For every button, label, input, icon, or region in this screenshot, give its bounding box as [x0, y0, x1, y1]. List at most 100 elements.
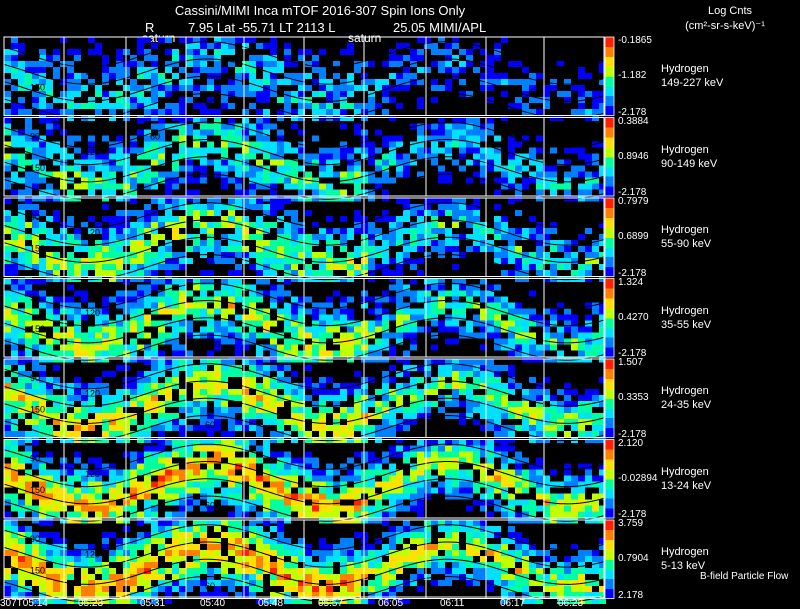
heatmap-cell — [459, 326, 466, 333]
heatmap-cell — [88, 103, 95, 109]
colorbar-segment — [605, 127, 614, 129]
heatmap-cell — [543, 407, 550, 413]
heatmap-cell — [137, 228, 144, 234]
heatmap-cell — [515, 338, 522, 345]
heatmap-cell — [333, 413, 340, 419]
heatmap-cell — [109, 475, 116, 482]
heatmap-cell — [578, 246, 585, 252]
heatmap-cell — [242, 147, 249, 154]
heatmap-cell — [151, 487, 158, 494]
colorbar-segment — [605, 347, 614, 349]
heatmap-cell — [95, 240, 102, 246]
heatmap-cell — [424, 284, 431, 291]
heatmap-cell — [494, 308, 501, 315]
heatmap-cell — [95, 475, 102, 482]
heatmap-cell — [228, 216, 235, 222]
heatmap-cell — [417, 141, 424, 148]
heatmap-cell — [39, 296, 46, 303]
heatmap-cell — [396, 135, 403, 142]
heatmap-cell — [88, 37, 95, 43]
heatmap-cell — [179, 350, 186, 357]
heatmap-cell — [354, 123, 361, 130]
heatmap-cell — [116, 320, 123, 327]
heatmap-cell — [95, 407, 102, 413]
heatmap-cell — [473, 419, 480, 425]
colorbar-segment — [605, 342, 614, 344]
heatmap-cell — [424, 302, 431, 309]
heatmap-cell — [585, 419, 592, 425]
colorbar-segment — [605, 419, 614, 421]
heatmap-cell — [564, 493, 571, 500]
heatmap-cell — [151, 419, 158, 425]
colorbar-segment — [605, 167, 614, 169]
heatmap-cell — [116, 240, 123, 246]
heatmap-cell — [354, 407, 361, 413]
heatmap-cell — [263, 165, 270, 172]
heatmap-cell — [571, 332, 578, 339]
heatmap-cell — [508, 228, 515, 234]
heatmap-cell — [291, 419, 298, 425]
heatmap-cell — [564, 246, 571, 252]
heatmap-cell — [130, 389, 137, 395]
heatmap-cell — [389, 511, 396, 518]
heatmap-cell — [326, 314, 333, 321]
heatmap-cell — [403, 350, 410, 357]
heatmap-cell — [235, 439, 242, 446]
heatmap-cell — [284, 252, 291, 258]
heatmap-cell — [410, 419, 417, 425]
heatmap-cell — [298, 240, 305, 246]
heatmap-cell — [340, 463, 347, 470]
heatmap-cell — [214, 73, 221, 79]
heatmap-cell — [102, 314, 109, 321]
heatmap-cell — [172, 85, 179, 91]
panel-frame — [3, 358, 605, 438]
heatmap-cell — [564, 401, 571, 407]
heatmap-cell — [417, 413, 424, 419]
heatmap-cell — [291, 389, 298, 395]
colorbar-segment — [605, 384, 614, 386]
heatmap-cell — [249, 91, 256, 97]
colorbar-segment — [605, 262, 614, 264]
heatmap-cell — [459, 234, 466, 240]
heatmap-cell — [494, 419, 501, 425]
heatmap-cell — [221, 389, 228, 395]
heatmap-cell — [256, 165, 263, 172]
heatmap-cell — [11, 222, 18, 228]
heatmap-cell — [137, 344, 144, 351]
heatmap-cell — [529, 264, 536, 270]
colorbar-segment — [605, 160, 614, 162]
heatmap-cell — [25, 302, 32, 309]
heatmap-cell — [214, 425, 221, 431]
heatmap-cell — [480, 278, 487, 285]
heatmap-cell — [508, 147, 515, 154]
heatmap-cell — [312, 314, 319, 321]
heatmap-cell — [228, 278, 235, 285]
heatmap-cell — [186, 493, 193, 500]
heatmap-cell — [144, 481, 151, 488]
heatmap-cell — [18, 153, 25, 160]
colorbar-segment — [605, 389, 614, 391]
colorbar-segment — [605, 442, 614, 444]
colorbar-segment — [605, 142, 614, 144]
heatmap-cell — [438, 278, 445, 285]
heatmap-cell — [438, 326, 445, 333]
heatmap-cell — [536, 320, 543, 327]
heatmap-cell — [438, 365, 445, 371]
heatmap-cell — [18, 222, 25, 228]
heatmap-cell — [249, 413, 256, 419]
heatmap-cell — [375, 326, 382, 333]
heatmap-cell — [508, 425, 515, 431]
heatmap-cell — [11, 451, 18, 458]
heatmap-cell — [228, 210, 235, 216]
heatmap-cell — [158, 222, 165, 228]
heatmap-cell — [550, 264, 557, 270]
heatmap-cell — [4, 481, 11, 488]
heatmap-cell — [592, 159, 599, 166]
heatmap-cell — [375, 481, 382, 488]
heatmap-cell — [396, 493, 403, 500]
heatmap-cell — [130, 246, 137, 252]
heatmap-cell — [592, 401, 599, 407]
heatmap-cell — [18, 85, 25, 91]
heatmap-cell — [319, 189, 326, 196]
heatmap-cell — [46, 389, 53, 395]
